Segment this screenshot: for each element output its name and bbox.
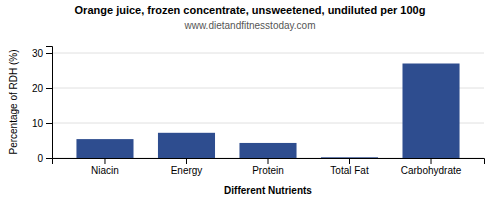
x-tick-mark (186, 158, 187, 164)
x-tick: Total Fat (330, 158, 369, 176)
y-tick: 20 (32, 83, 52, 94)
y-tick: 30 (32, 48, 52, 59)
x-tick-mark (349, 158, 350, 164)
y-tick-label: 0 (37, 153, 43, 164)
x-tick-mark (268, 158, 269, 164)
x-axis: Niacin Energy Protein Total Fat Carbohydrate (53, 158, 485, 176)
y-tick-mark (46, 158, 52, 159)
bars (76, 64, 459, 159)
x-axis-title: Different Nutrients (224, 185, 312, 196)
y-axis: 0 10 20 30 (32, 47, 53, 164)
grid (52, 53, 484, 158)
x-tick: Protein (252, 158, 284, 176)
y-axis-line (46, 47, 53, 159)
x-tick: Energy (171, 158, 203, 176)
x-tick-label: Protein (252, 165, 284, 176)
bar (321, 157, 378, 158)
x-tick-mark (104, 158, 105, 164)
x-tick-label: Niacin (91, 165, 119, 176)
y-tick: 10 (32, 118, 52, 129)
bar (402, 64, 459, 159)
y-tick-label: 10 (32, 118, 44, 129)
bar (76, 139, 133, 158)
grid-line (52, 53, 484, 54)
x-tick-label: Total Fat (330, 165, 369, 176)
y-tick-mark (46, 123, 52, 124)
chart-svg: Orange juice, frozen concentrate, unswee… (0, 0, 500, 200)
title: Orange juice, frozen concentrate, unswee… (75, 4, 426, 16)
x-axis-line (53, 159, 485, 165)
x-tick-label: Carbohydrate (401, 165, 462, 176)
y-tick-label: 30 (32, 48, 44, 59)
subtitle: www.dietandfitnesstoday.com (184, 20, 316, 31)
y-tick: 0 (37, 153, 52, 164)
x-tick-label: Energy (171, 165, 203, 176)
bar (158, 133, 215, 158)
x-tick: Carbohydrate (401, 158, 462, 176)
chart-container: Orange juice, frozen concentrate, unswee… (0, 0, 500, 200)
y-axis-title: Percentage of RDH (%) (8, 49, 19, 154)
bar (239, 143, 296, 158)
x-tick-mark (431, 158, 432, 164)
plot-area: 0 10 20 30 Niacin Energy Protein Total Fat Carbo… (32, 47, 485, 177)
x-tick: Niacin (91, 158, 119, 176)
y-tick-mark (46, 88, 52, 89)
y-tick-mark (46, 53, 52, 54)
y-tick-label: 20 (32, 83, 44, 94)
